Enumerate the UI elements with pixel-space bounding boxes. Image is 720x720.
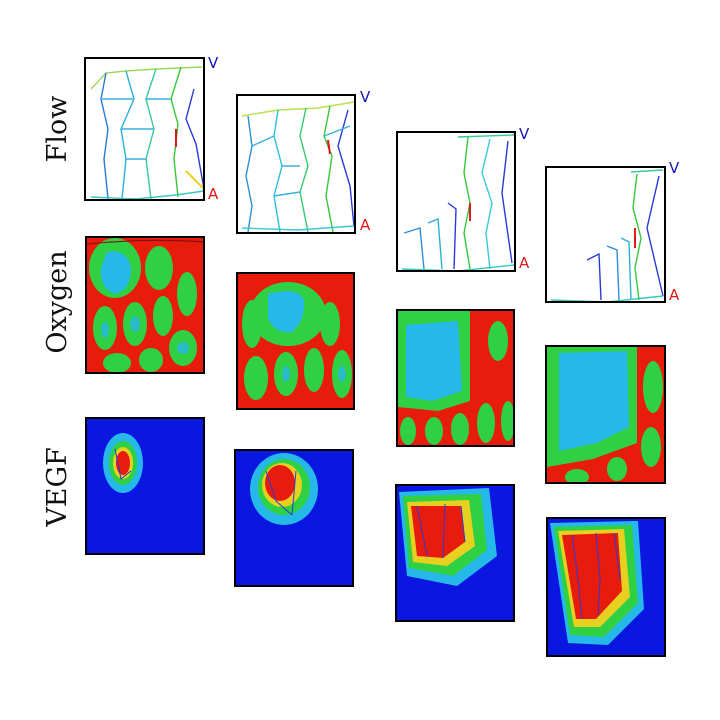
row-label-flow: Flow [42,95,73,163]
flow-panel-4 [545,166,666,303]
row-label-vegf: VEGF [42,447,73,527]
vegf-panel-3 [395,484,515,622]
flow-1-artery-marker: A [208,185,219,203]
flow-4-artery-marker: A [669,286,680,304]
vegf-panel-1 [85,417,205,555]
flow-4-vein-marker: V [669,159,680,177]
flow-panel-3 [396,131,516,272]
vegf-panel-2 [234,449,354,587]
flow-3-vein-marker: V [519,125,530,143]
row-label-oxygen: Oxygen [42,250,73,354]
flow-panel-2 [236,94,356,234]
flow-2-artery-marker: A [360,216,371,234]
flow-1-vein-marker: V [208,54,219,72]
flow-panel-1 [84,57,205,201]
oxygen-panel-3 [396,309,515,447]
oxygen-panel-1 [85,236,205,374]
flow-3-artery-marker: A [519,254,530,272]
vegf-panel-4 [546,517,666,657]
flow-2-vein-marker: V [360,88,371,106]
oxygen-panel-4 [545,345,666,484]
oxygen-panel-2 [236,272,355,410]
